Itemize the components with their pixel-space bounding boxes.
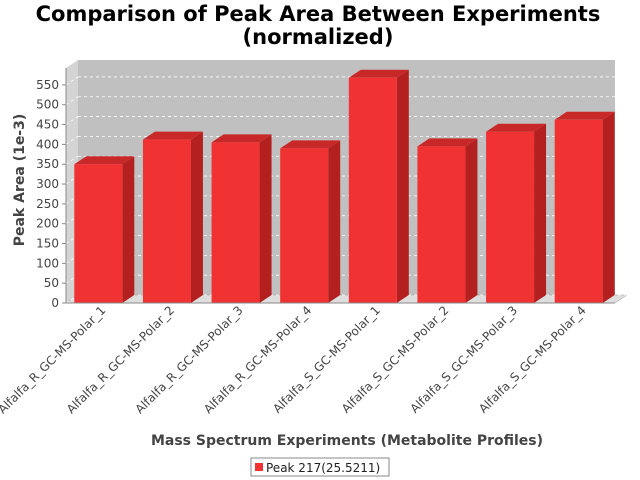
bar [417, 138, 478, 303]
gridline-side [65, 136, 79, 145]
legend-swatch [255, 463, 263, 471]
y-axis-label: Peak Area (1e-3) [12, 114, 28, 247]
bar-side [122, 156, 135, 303]
bars-group [74, 69, 615, 304]
bar-top [348, 69, 409, 78]
x-axis-label: Mass Spectrum Experiments (Metabolite Pr… [151, 433, 543, 449]
bar-front [417, 146, 466, 303]
bar-top [280, 140, 341, 149]
y-tick-label: 500 [36, 98, 59, 112]
legend-label: Peak 217(25.5211) [266, 461, 380, 475]
bar-top [486, 123, 547, 132]
gridline-side [65, 76, 79, 86]
bar-top [554, 111, 615, 120]
y-tick-label: 100 [36, 256, 59, 270]
y-tick-label: 250 [36, 197, 59, 211]
chart-title-line-1: Comparison of Peak Area Between Experime… [36, 2, 601, 26]
bar-top [211, 134, 272, 143]
y-tick-label: 450 [36, 118, 59, 132]
bar-top [417, 138, 478, 147]
bar [348, 69, 409, 303]
bar-front [280, 148, 329, 303]
chart-title-line-2: (normalized) [243, 25, 394, 49]
bar-front [554, 119, 603, 304]
bar-front [142, 139, 191, 303]
bar-front [486, 131, 535, 303]
bar [554, 111, 615, 304]
y-tick-label: 0 [51, 296, 59, 310]
bar-front [211, 142, 260, 303]
gridline-side [65, 96, 79, 106]
legend: Peak 217(25.5211) [250, 457, 390, 477]
bar [211, 134, 272, 303]
x-tick-label: Alfalfa_R_GC-MS-Polar_1 [0, 303, 108, 416]
bar-top [142, 131, 203, 140]
bar-front [74, 164, 123, 303]
y-tick-label: 200 [36, 217, 59, 231]
bar [486, 123, 547, 303]
gridline-side [65, 116, 79, 125]
bar-side [259, 134, 272, 303]
bar-side [602, 111, 615, 304]
bar [142, 131, 203, 303]
y-tick-label: 150 [36, 237, 59, 251]
y-tick-label: 300 [36, 177, 59, 191]
bar-side [328, 140, 341, 303]
legend-box [250, 457, 390, 477]
y-tick-label: 550 [36, 78, 59, 92]
gridline-side [65, 155, 79, 165]
bar-side [465, 138, 478, 303]
bar [280, 140, 341, 303]
bar-side [396, 69, 409, 303]
bar-side [534, 123, 547, 303]
y-tick-label: 400 [36, 137, 59, 151]
x-axis: Alfalfa_R_GC-MS-Polar_1Alfalfa_R_GC-MS-P… [0, 302, 615, 416]
bar-front [348, 77, 397, 303]
y-tick-label: 350 [36, 157, 59, 171]
y-tick-label: 50 [44, 276, 59, 290]
bar-side [190, 131, 203, 303]
y-axis: 0 50 100 150 200 250 300 350 400 450 500 550 [36, 68, 67, 310]
bar [74, 156, 135, 303]
bar-top [74, 156, 135, 165]
